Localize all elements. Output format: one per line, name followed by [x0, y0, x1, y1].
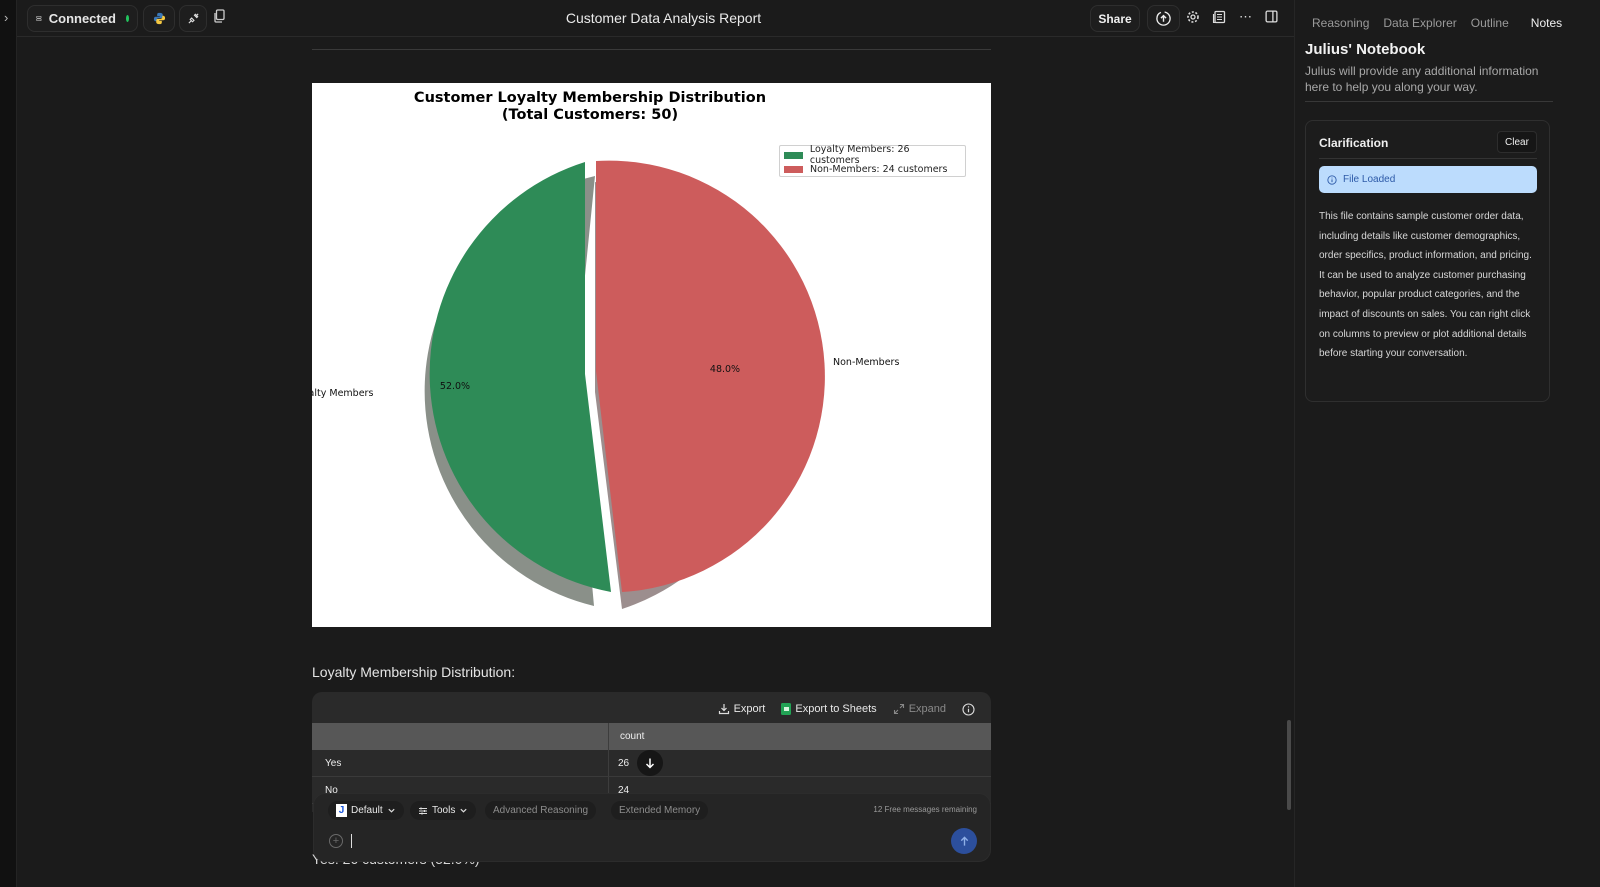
- tab-reasoning[interactable]: Reasoning: [1312, 16, 1370, 30]
- download-icon: [718, 704, 729, 715]
- expand-button[interactable]: Expand: [893, 703, 946, 715]
- divider: [1319, 158, 1537, 159]
- pie-chart-image: Customer Loyalty Membership Distribution…: [312, 83, 991, 627]
- right-panel: Reasoning Data Explorer Outline Notes Ju…: [1294, 0, 1600, 887]
- slice-label-members: Loyalty Members: [312, 388, 373, 399]
- tools-dropdown[interactable]: Tools: [410, 801, 477, 820]
- export-to-sheets-button[interactable]: Export to Sheets: [781, 703, 877, 715]
- pie-chart-svg: 52.0% 48.0% Loyalty Members Non-Members: [312, 160, 899, 609]
- table-toolbar: Export Export to Sheets Expand: [718, 700, 991, 718]
- info-icon[interactable]: [962, 702, 975, 716]
- connection-label: Connected: [48, 11, 116, 26]
- plug-icon: [187, 13, 199, 24]
- divider: [312, 49, 991, 50]
- pct-label-members: 52.0%: [440, 381, 470, 392]
- tab-data-explorer[interactable]: Data Explorer: [1383, 16, 1457, 30]
- notebook-title: Julius' Notebook: [1305, 41, 1426, 58]
- clarification-card: Clarification Clear File Loaded This fil…: [1305, 120, 1550, 402]
- sliders-icon: [419, 807, 427, 814]
- notebook-pages-icon[interactable]: [1212, 10, 1226, 29]
- file-loaded-status: File Loaded: [1319, 166, 1537, 193]
- legend-swatch-green: [784, 151, 803, 159]
- integrations-button[interactable]: [179, 5, 207, 32]
- export-button[interactable]: Export: [718, 703, 765, 715]
- data-table: Export Export to Sheets Expand count Yes…: [312, 692, 991, 812]
- slice-label-nonmembers: Non-Members: [833, 357, 899, 368]
- extended-memory-toggle[interactable]: Extended Memory: [611, 801, 709, 820]
- share-button[interactable]: Share: [1090, 5, 1140, 32]
- toggle-panel-icon[interactable]: [1265, 10, 1278, 28]
- section-label: Loyalty Membership Distribution:: [312, 664, 516, 680]
- publish-button[interactable]: [1147, 5, 1180, 32]
- python-kernel-button[interactable]: [143, 5, 175, 32]
- top-bar: Connected Customer Data Analysis Report …: [17, 0, 1294, 37]
- arrow-up-icon: [960, 835, 968, 846]
- info-icon: [1327, 174, 1337, 185]
- notebook-description: Julius will provide any additional infor…: [1305, 64, 1539, 94]
- message-input[interactable]: [351, 834, 352, 848]
- expand-arrows-icon: [893, 703, 904, 715]
- tab-notes[interactable]: Notes: [1530, 16, 1563, 30]
- legend-item: Non-Members: 24 customers: [784, 162, 961, 176]
- tab-outline[interactable]: Outline: [1470, 16, 1509, 30]
- table-row: Yes 26: [312, 750, 991, 777]
- divider: [1305, 101, 1553, 102]
- chart-title: Customer Loyalty Membership Distribution…: [413, 90, 767, 123]
- chevron-down-icon: [388, 808, 395, 813]
- google-sheets-icon: [781, 703, 792, 715]
- model-selector[interactable]: J Default: [328, 801, 404, 820]
- legend-item: Loyalty Members: 26 customers: [784, 144, 961, 166]
- send-button[interactable]: [951, 828, 977, 854]
- connected-dot-icon: [125, 15, 129, 22]
- right-panel-tabs: Reasoning Data Explorer Outline Notes: [1312, 16, 1562, 30]
- copy-icon[interactable]: [213, 9, 225, 28]
- legend-swatch-red: [784, 165, 803, 173]
- arrow-down-icon: [645, 758, 655, 769]
- report-title: Customer Data Analysis Report: [565, 10, 762, 26]
- clear-button[interactable]: Clear: [1497, 131, 1537, 153]
- chart-legend: Loyalty Members: 26 customers Non-Member…: [779, 144, 966, 177]
- expand-sidebar-icon[interactable]: ›: [4, 10, 9, 25]
- advanced-reasoning-toggle[interactable]: Advanced Reasoning: [485, 801, 597, 820]
- connection-status-button[interactable]: Connected: [27, 5, 138, 32]
- column-header-count[interactable]: count: [620, 731, 645, 742]
- settings-gear-icon[interactable]: [1186, 10, 1200, 29]
- main-scrollbar-thumb[interactable]: [1287, 720, 1291, 810]
- card-title: Clarification: [1319, 136, 1389, 150]
- upload-circle-icon: [1156, 11, 1171, 26]
- pct-label-nonmembers: 48.0%: [710, 364, 740, 375]
- free-messages-remaining: 12 Free messages remaining: [873, 805, 977, 814]
- card-body-text: This file contains sample customer order…: [1319, 211, 1532, 360]
- chevron-down-icon: [460, 808, 467, 813]
- more-options-icon[interactable]: ⋯: [1239, 9, 1253, 24]
- julius-logo-icon: J: [336, 804, 347, 817]
- message-composer: J Default Tools Advanced Reasoning Exten…: [313, 793, 991, 862]
- left-sidebar-collapsed: ›: [0, 0, 17, 887]
- add-attachment-icon[interactable]: +: [329, 834, 343, 848]
- server-icon: [36, 15, 42, 22]
- scroll-to-bottom-button[interactable]: [637, 750, 663, 776]
- table-header: count: [312, 723, 991, 750]
- python-icon: [153, 12, 165, 25]
